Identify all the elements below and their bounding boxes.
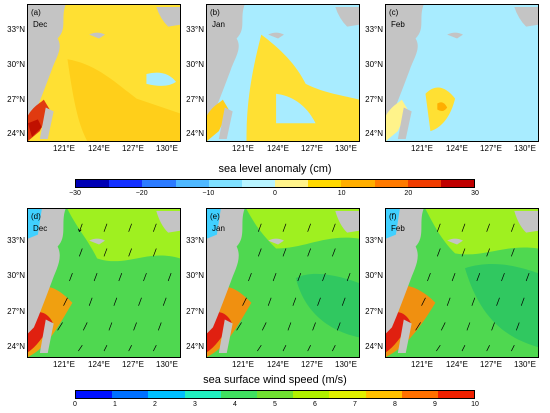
colorbar-tick-label: −10 [202,190,215,197]
panel-tag: (d) [31,212,41,221]
colorbar-tick-label: 10 [337,190,346,197]
panel-month: Jan [212,224,225,233]
sla-map-dec [28,5,180,141]
colorbar-segment [308,180,342,187]
map-panel-b: (b) Jan [206,4,360,142]
colorbar-segment [256,391,294,398]
wind-map-dec [28,209,180,357]
panel-month: Jan [212,20,225,29]
colorbar-segment [112,391,149,398]
sla-map-feb [386,5,538,141]
panel-tag: (b) [210,8,220,17]
colorbar-segment [440,180,475,187]
map-panel-c: (c) Feb [385,4,539,142]
colorbar-tick-label: 5 [273,401,277,408]
colorbar-tick-label: 8 [393,401,397,408]
colorbar-tick-label: −20 [135,190,148,197]
colorbar-segment [175,180,209,187]
colorbar-tick-label: 1 [113,401,117,408]
panel-tag: (c) [389,8,399,17]
panel-month: Feb [391,224,405,233]
colorbar-tick-label: 4 [233,401,237,408]
colorbar-segment [184,391,221,398]
wind-map-jan [207,209,359,357]
panel-tag: (a) [31,8,41,17]
colorbar-segment [220,391,257,398]
colorbar-tick-label: 20 [404,190,413,197]
colorbar-segment [365,391,402,398]
colorbar-segment [293,391,330,398]
colorbar-segment [241,180,276,187]
sla-colorbar-title: sea level anomaly (cm) [218,163,332,175]
colorbar-segment [109,180,143,187]
colorbar-segment [76,180,110,187]
colorbar-segment [329,391,366,398]
map-panel-a: (a) Dec [27,4,181,142]
colorbar-tick-label: 30 [471,190,479,197]
map-panel-e: (e) Jan [206,208,360,358]
colorbar-tick-label: 6 [313,401,317,408]
map-panel-f: (f) Feb [385,208,539,358]
colorbar-tick-label: 0 [273,190,277,197]
colorbar-segment [76,391,113,398]
colorbar-segment [341,180,375,187]
map-panel-d: (d) Dec [27,208,181,358]
colorbar-segment [148,391,185,398]
colorbar-segment [275,180,309,187]
colorbar-segment [437,391,475,398]
colorbar-tick-label: 7 [353,401,357,408]
colorbar-tick-label: 0 [73,401,77,408]
colorbar-segment [208,180,242,187]
wind-map-feb [386,209,538,357]
panel-tag: (f) [389,212,397,221]
colorbar-tick-label: 10 [471,401,479,408]
colorbar-segment [401,391,438,398]
wind-colorbar-title: sea surface wind speed (m/s) [203,374,347,386]
panel-month: Feb [391,20,405,29]
colorbar-segment [142,180,176,187]
colorbar-tick-label: 9 [433,401,437,408]
colorbar-tick-label: 2 [153,401,157,408]
panel-tag: (e) [210,212,220,221]
panel-month: Dec [33,224,48,233]
colorbar-tick-label: −30 [69,190,81,197]
colorbar-tick-label: 3 [193,401,197,408]
sla-colorbar [75,179,475,188]
colorbar-segment [407,180,441,187]
wind-colorbar [75,390,475,399]
colorbar-segment [374,180,408,187]
panel-month: Dec [33,20,48,29]
sla-map-jan [207,5,359,141]
